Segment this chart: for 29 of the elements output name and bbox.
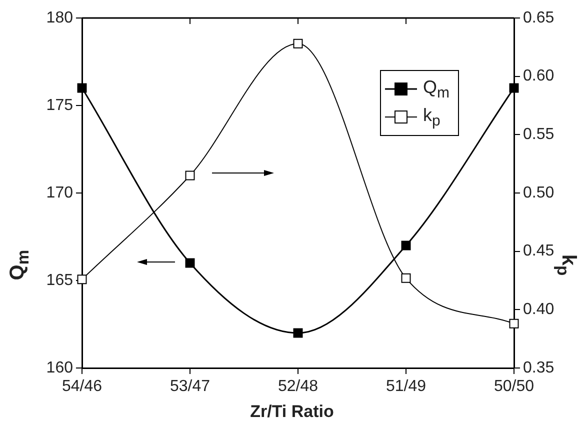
x-axis-title: Zr/Ti Ratio	[249, 402, 335, 422]
point	[509, 318, 519, 328]
y2-tick-label: 0.65	[523, 9, 554, 26]
y2-tick-label: 0.40	[523, 301, 554, 318]
x-tick-label: 53/47	[170, 378, 210, 396]
y-tick-label: 165	[46, 272, 74, 289]
y2-tick-label: 0.35	[523, 359, 554, 376]
x-tick-label: 50/50	[494, 378, 534, 396]
point	[185, 170, 195, 180]
legend-label: Q$_{m}$	[423, 76, 450, 102]
y2-tick-label: 0.50	[523, 184, 554, 202]
point	[401, 240, 411, 250]
y-tick-label: 175	[46, 96, 74, 114]
point	[509, 83, 519, 93]
point	[185, 258, 195, 268]
y-tick-label: 180	[46, 9, 74, 26]
x-tick-label: 52/48	[278, 378, 318, 396]
y2-tick-label: 0.60	[523, 68, 554, 85]
legend-label: k$_{p}$	[423, 104, 440, 130]
y-tick-label: 170	[46, 184, 74, 202]
x-tick-label: 54/46	[62, 378, 102, 396]
x-tick-label: 51/49	[386, 378, 426, 396]
point	[77, 83, 87, 93]
point	[293, 38, 303, 48]
point	[293, 328, 303, 338]
point	[401, 273, 411, 283]
y2-tick-label: 0.55	[523, 126, 554, 144]
y2-tick-label: 0.45	[523, 242, 554, 260]
y-tick-label: 160	[46, 359, 74, 376]
